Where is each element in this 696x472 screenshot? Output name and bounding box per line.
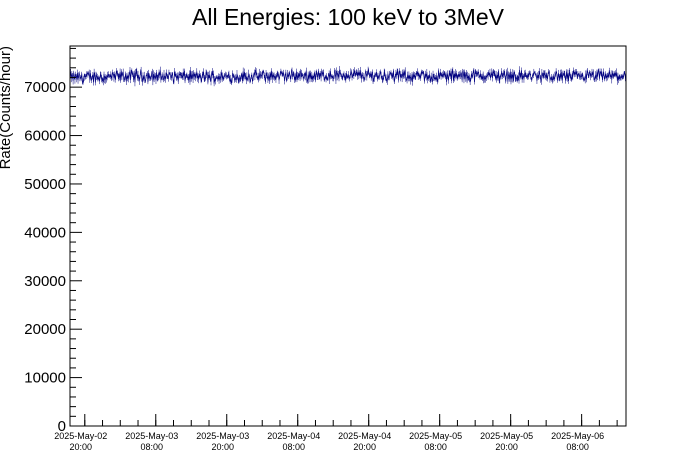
y-tick-label: 50000 (24, 176, 66, 193)
x-tick-label-time: 20:00 (70, 442, 93, 452)
series-line (69, 69, 627, 85)
x-tick-label-date: 2025-May-03 (125, 431, 178, 441)
x-tick-label-time: 20:00 (495, 442, 518, 452)
y-tick-label: 0 (58, 418, 66, 435)
y-tick-label: 70000 (24, 79, 66, 96)
x-tick-label-date: 2025-May-04 (267, 431, 320, 441)
x-tick-label-time: 20:00 (353, 442, 376, 452)
y-axis-label: Rate(Counts/hour) (0, 46, 14, 169)
y-tick-label: 60000 (24, 128, 66, 145)
x-tick-label-time: 08:00 (566, 442, 589, 452)
x-tick-label-date: 2025-May-06 (551, 431, 604, 441)
y-tick-label: 10000 (24, 370, 66, 387)
x-tick-label-date: 2025-May-05 (409, 431, 462, 441)
x-tick-label-date: 2025-May-05 (480, 431, 533, 441)
data-series (69, 66, 627, 87)
x-tick-label-time: 08:00 (141, 442, 164, 452)
plot-frame (69, 45, 627, 427)
x-tick-label-date: 2025-May-03 (196, 431, 249, 441)
x-tick-label-date: 2025-May-04 (338, 431, 391, 441)
x-tick-label-time: 20:00 (211, 442, 234, 452)
x-tick-label-time: 08:00 (424, 442, 447, 452)
x-tick-label-date: 2025-May-02 (54, 431, 107, 441)
axes: 0 10000 20000 30000 40000 50000 60000 70000 2025… (24, 47, 618, 452)
y-tick-label: 20000 (24, 321, 66, 338)
chart-title: All Energies: 100 keV to 3MeV (192, 4, 505, 30)
x-tick-label-time: 08:00 (282, 442, 305, 452)
y-tick-label: 30000 (24, 273, 66, 290)
y-tick-label: 40000 (24, 224, 66, 241)
